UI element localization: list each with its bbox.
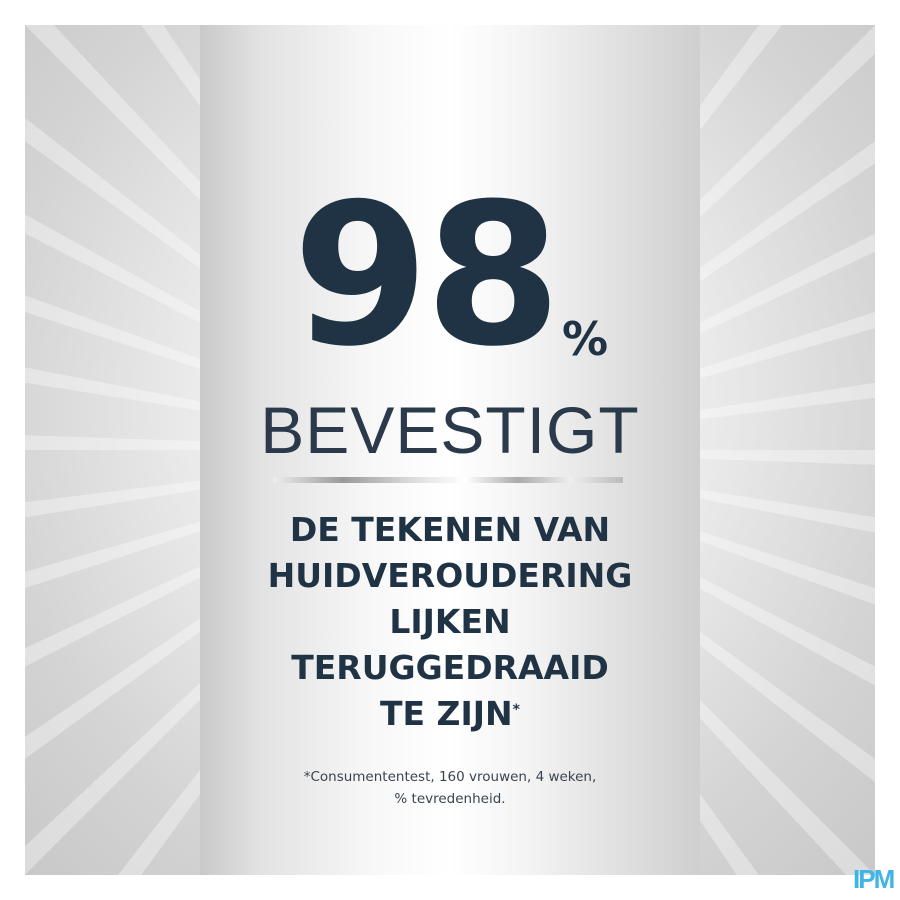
footnote-line: % tevredenheid. (394, 791, 506, 807)
claim-line: LIJKEN (389, 602, 511, 641)
claim-line: DE TEKENEN VAN (289, 510, 611, 549)
claim-line: TE ZIJN* (0, 691, 900, 737)
ipm-logo: IPM (853, 864, 895, 894)
background-panel (25, 25, 875, 875)
claim-line: TERUGGEDRAAID (291, 648, 609, 687)
asterisk: * (512, 702, 520, 718)
headline-percent: % (562, 312, 609, 366)
silver-column (200, 25, 700, 875)
footnote-line: *Consumententest, 160 vrouwen, 4 weken, (303, 769, 597, 785)
claim-line-text: TE ZIJN (380, 694, 513, 733)
headline-verb: BEVESTIGT (260, 393, 640, 467)
claim-line: HUIDVEROUDERING (267, 556, 633, 595)
divider-line (273, 477, 623, 483)
headline-number: 98 (292, 162, 562, 390)
claim-text: DE TEKENEN VAN HUIDVEROUDERING LIJKEN TE… (0, 507, 900, 737)
footnote: *Consumententest, 160 vrouwen, 4 weken, … (0, 766, 900, 810)
